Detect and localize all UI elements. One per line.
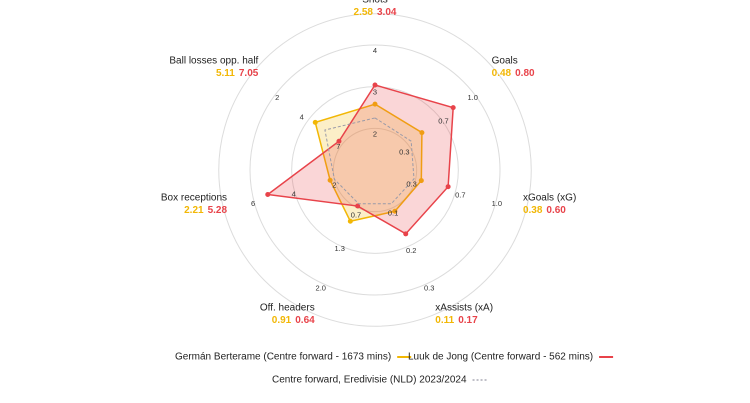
data-point [336, 138, 342, 144]
legend-label: Luuk de Jong (Centre forward - 562 mins) [408, 352, 593, 363]
value-label: 0.91 [272, 315, 292, 326]
data-point [355, 203, 361, 209]
tick-label: 3 [373, 88, 377, 97]
tick-label: 0.3 [424, 284, 434, 293]
tick-label: 1.0 [468, 93, 478, 102]
value-label: 0.17 [458, 315, 478, 326]
value-label: 5.11 [216, 68, 235, 79]
data-point [418, 178, 424, 184]
tick-label: 1.3 [335, 244, 345, 253]
value-label: 3.04 [377, 7, 397, 18]
value-label: 0.38 [523, 205, 543, 216]
data-point [419, 130, 425, 136]
tick-label: 0.2 [406, 246, 416, 255]
tick-label: 0.7 [351, 210, 361, 219]
axis-name: Off. headers [260, 303, 315, 314]
data-point [450, 105, 456, 111]
value-label: 5.28 [208, 205, 228, 216]
data-point [327, 177, 333, 183]
axis-name: xAssists (xA) [435, 303, 493, 314]
value-label: 0.48 [492, 68, 512, 79]
data-point [347, 218, 353, 224]
data-point [312, 119, 318, 125]
series-area [265, 84, 454, 235]
value-label: 0.64 [295, 315, 315, 326]
axis-values: 0.11 0.17 [435, 315, 478, 326]
axis-values: 2.21 5.28 [184, 205, 227, 216]
ring [249, 44, 501, 296]
value-label: 7.05 [239, 68, 259, 79]
axis-values: 0.48 0.80 [492, 68, 535, 79]
tick-label: 2 [275, 93, 279, 102]
series-area [314, 103, 423, 223]
tick-label: 0.3 [399, 148, 409, 157]
data-point [445, 184, 451, 190]
tick-label: 0.3 [406, 179, 416, 188]
series-area [324, 117, 415, 205]
tick-label: 4 [292, 190, 296, 199]
data-point [265, 191, 271, 197]
tick-label: 0.7 [455, 190, 465, 199]
legend-label: Germán Berterame (Centre forward - 1673 … [175, 352, 391, 363]
axis-name: Box receptions [161, 193, 227, 204]
legend-label: Centre forward, Eredivisie (NLD) 2023/20… [272, 375, 467, 386]
data-point [372, 101, 378, 107]
data-point [372, 82, 378, 88]
axis-values: 2.58 3.04 [354, 7, 397, 18]
axis-values: 5.11 7.05 [216, 68, 259, 79]
axis-name: Ball losses opp. half [169, 56, 258, 67]
value-label: 2.58 [354, 7, 374, 18]
axis-name: Goals [492, 56, 518, 67]
axis-name: xGoals (xG) [523, 193, 576, 204]
ring [218, 13, 532, 327]
value-label: 2.21 [184, 205, 204, 216]
tick-label: 1.0 [492, 199, 502, 208]
tick-label: 2 [373, 129, 377, 138]
tick-label: 6 [251, 199, 255, 208]
axis-values: 0.91 0.64 [272, 315, 315, 326]
tick-label: 2.0 [316, 284, 326, 293]
value-label: 0.60 [546, 205, 566, 216]
tick-label: 2 [332, 180, 336, 189]
tick-label: 4 [373, 46, 377, 55]
tick-label: 4 [300, 113, 304, 122]
tick-label: 0.1 [388, 209, 398, 218]
value-label: 0.11 [435, 315, 454, 326]
data-point [403, 231, 409, 237]
axis-name: Shots [362, 0, 388, 6]
data-point [392, 208, 398, 214]
ring [332, 127, 418, 213]
tick-label: 7 [336, 142, 340, 151]
axis-values: 0.38 0.60 [523, 205, 566, 216]
tick-label: 0.7 [438, 116, 448, 125]
value-label: 0.80 [515, 68, 535, 79]
